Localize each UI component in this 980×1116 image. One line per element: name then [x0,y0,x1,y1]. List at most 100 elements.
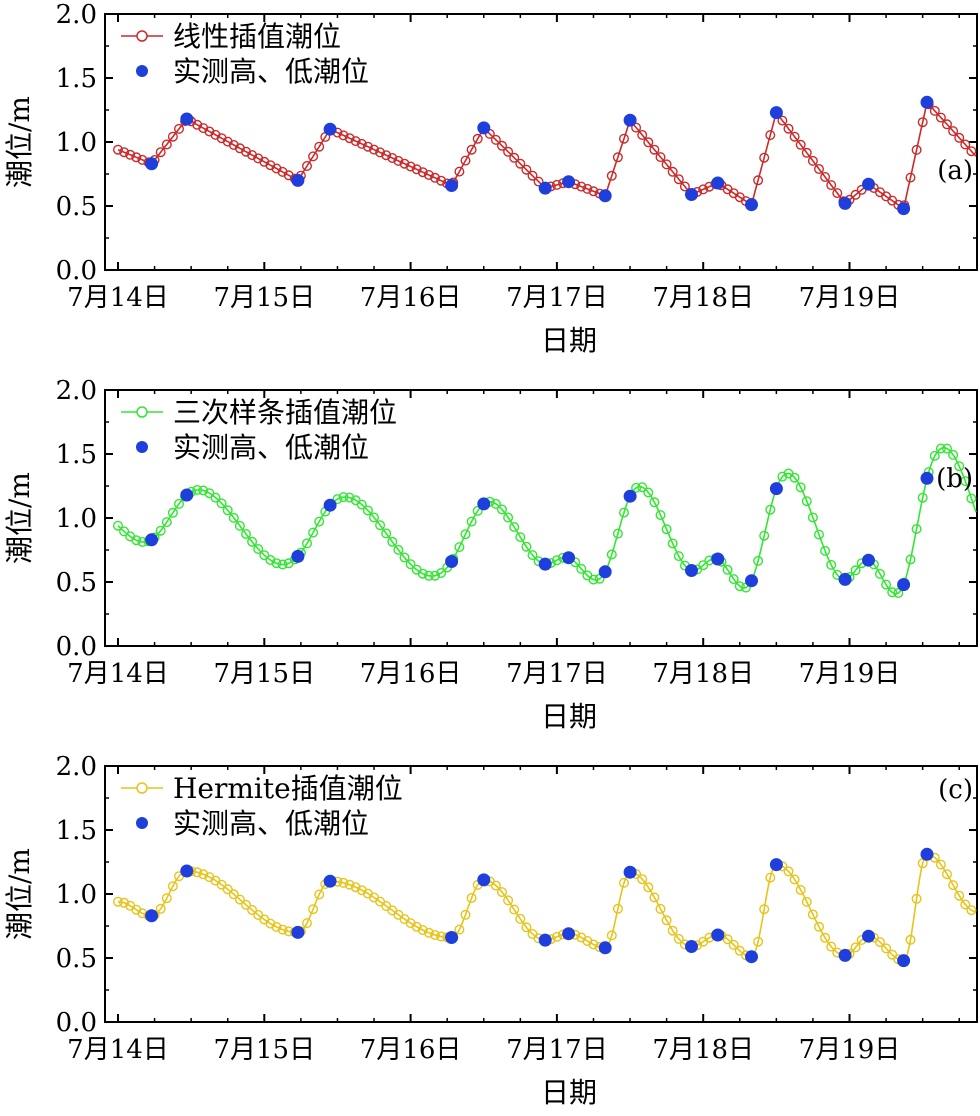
observed-point [897,202,911,216]
interpolated-point [350,882,361,893]
interpolated-point [430,172,441,183]
interpolated-point [466,144,477,155]
interpolated-point [673,551,684,562]
observed-point [838,948,852,962]
interpolated-point [942,869,953,880]
interpolated-point [472,505,483,516]
interpolated-point [801,496,812,507]
observed-point [685,564,698,577]
interpolated-point [966,146,977,157]
interpolated-point [588,574,599,585]
interpolated-point [521,541,532,552]
interpolated-point [228,512,239,523]
interpolated-point [430,930,441,941]
interpolated-point [698,184,709,195]
y-tick-label: 2.0 [56,376,97,406]
interpolated-point [271,558,282,569]
interpolated-point [588,186,599,197]
interpolated-point [765,130,776,141]
y-axis-label: 潮位/m [3,96,36,188]
observed-point [145,157,159,171]
interpolated-point [643,882,654,893]
panel-tag: (c) [938,775,973,805]
observed-point [477,873,491,887]
interpolated-point [777,471,788,482]
interpolated-point [576,563,587,574]
interpolated-point [649,892,660,903]
observed-point [685,188,698,201]
interpolated-point [893,588,904,599]
interpolated-point [387,152,398,163]
legend-label: 实测高、低潮位 [173,807,369,840]
x-tick-label: 7月14日 [67,283,169,313]
observed-point [538,181,552,195]
observed-point [145,909,159,923]
interpolated-point [881,579,892,590]
interpolated-point [551,555,562,566]
interpolated-point [728,574,739,585]
interpolated-point [466,516,477,527]
interpolated-point [405,559,416,570]
interpolated-point [503,146,514,157]
interpolated-point [789,472,800,483]
legend-observed-swatch [136,817,148,829]
interpolated-point [222,505,233,516]
interpolated-point [234,894,245,905]
interpolated-point [423,570,434,581]
interpolated-point [302,538,313,549]
interpolated-point [753,555,764,566]
interpolated-point [588,939,599,950]
y-tick-label: 2.0 [56,752,97,782]
interpolated-point [637,129,648,140]
interpolated-point [935,443,946,454]
interpolated-point [826,941,837,952]
interpolated-point [222,884,233,895]
observed-point [562,175,576,189]
x-tick-label: 7月18日 [652,1035,754,1065]
observed-point [145,533,159,547]
interpolated-point [423,927,434,938]
interpolated-point [619,877,630,888]
interpolated-point [905,172,916,183]
observed-point [598,941,612,955]
interpolated-point [759,530,770,541]
interpolated-series-line [117,446,977,595]
observed-point [769,106,783,120]
interpolated-point [753,936,764,947]
observed-point [920,847,934,861]
interpolated-point [167,507,178,518]
x-tick-label: 7月17日 [506,283,608,313]
interpolated-point [759,152,770,163]
interpolated-point [722,564,733,575]
y-tick-label: 2.0 [56,0,97,30]
interpolated-point [917,117,928,128]
interpolated-point [795,139,806,150]
interpolated-point [381,528,392,539]
interpolated-point [966,493,977,504]
interpolated-point [417,167,428,178]
interpolated-point [112,896,123,907]
observed-point [862,177,875,191]
y-tick-label: 1.5 [56,64,97,94]
observed-point [291,173,305,187]
interpolated-point [112,144,123,155]
interpolated-point [655,510,666,521]
interpolated-point [753,175,764,186]
y-tick-label: 0.5 [56,192,97,222]
interpolated-point [362,141,373,152]
interpolated-point [240,899,251,910]
interpolated-point [387,536,398,547]
observed-point [711,176,725,190]
interpolated-point [509,522,520,533]
y-tick-label: 1.0 [56,880,97,910]
interpolated-point [789,874,800,885]
interpolated-point [454,542,465,553]
legend-label: 实测高、低潮位 [173,431,369,464]
interpolated-point [271,921,282,932]
interpolated-point [417,568,428,579]
interpolated-point [606,549,617,560]
interpolated-point [960,139,971,150]
y-tick-label: 1.0 [56,128,97,158]
interpolated-point [606,170,617,181]
